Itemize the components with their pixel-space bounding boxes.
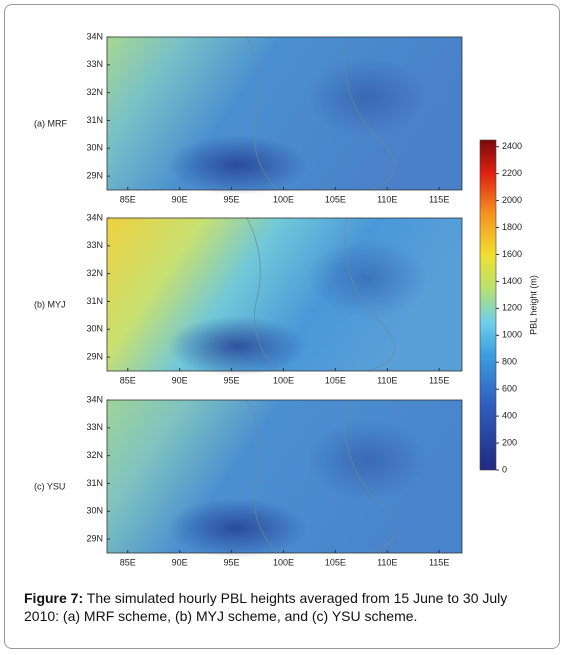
lon-tick-label: 100E bbox=[273, 194, 294, 204]
lat-tick-label: 31N bbox=[86, 296, 103, 306]
map-frame bbox=[106, 217, 463, 372]
lat-tick-label: 29N bbox=[86, 170, 103, 180]
panel-label: (b) MYJ bbox=[34, 299, 66, 309]
colorbar-tick-label: 1200 bbox=[502, 303, 522, 313]
lon-tick-label: 105E bbox=[325, 194, 346, 204]
panel-label: (c) YSU bbox=[34, 481, 65, 491]
colorbar-tick-label: 0 bbox=[502, 464, 507, 474]
colorbar-tick-label: 600 bbox=[502, 384, 517, 394]
lat-tick-label: 33N bbox=[86, 59, 103, 69]
colorbar-tick-label: 400 bbox=[502, 410, 517, 420]
map-shade bbox=[307, 57, 427, 137]
border-line bbox=[246, 36, 395, 191]
lon-tick-label: 85E bbox=[120, 557, 136, 567]
lat-tick-label: 33N bbox=[86, 422, 103, 432]
lon-tick-label: 115E bbox=[429, 194, 449, 204]
lon-tick-label: 115E bbox=[429, 375, 449, 385]
lat-tick-label: 34N bbox=[86, 31, 103, 41]
lat-tick-label: 34N bbox=[86, 212, 103, 222]
map-frame bbox=[106, 399, 463, 554]
colorbar-tick-label: 1400 bbox=[502, 276, 522, 286]
caption-label: Figure 7: bbox=[24, 590, 84, 606]
map-shade bbox=[307, 238, 427, 318]
colorbar-ramp bbox=[479, 139, 497, 471]
colorbar-tick-label: 200 bbox=[502, 437, 517, 447]
lon-tick-label: 110E bbox=[377, 375, 397, 385]
lat-tick-label: 29N bbox=[86, 351, 103, 361]
lat-tick-label: 31N bbox=[86, 115, 103, 125]
frame bbox=[4, 4, 560, 649]
map-shade bbox=[167, 498, 307, 558]
lon-tick-label: 95E bbox=[224, 375, 240, 385]
colorbar-tick-label: 800 bbox=[502, 357, 517, 367]
map-shade bbox=[167, 316, 307, 376]
colorbar-tick-label: 2400 bbox=[502, 141, 522, 151]
lon-tick-label: 110E bbox=[377, 194, 397, 204]
lon-tick-label: 85E bbox=[120, 194, 136, 204]
lon-tick-label: 90E bbox=[172, 194, 188, 204]
lon-tick-label: 85E bbox=[120, 375, 136, 385]
colorbar: PBL height (m) 0 200 400 600 800 1000 1200 1400… bbox=[479, 139, 538, 474]
map-frame bbox=[106, 36, 463, 191]
border-line bbox=[246, 217, 395, 372]
lat-tick-label: 30N bbox=[86, 143, 103, 153]
lon-tick-label: 90E bbox=[172, 557, 188, 567]
lat-tick-label: 30N bbox=[86, 506, 103, 516]
panel-label: (a) MRF bbox=[34, 118, 67, 128]
lat-tick-label: 31N bbox=[86, 478, 103, 488]
lat-tick-label: 30N bbox=[86, 324, 103, 334]
lat-tick-label: 33N bbox=[86, 240, 103, 250]
lon-tick-label: 90E bbox=[172, 375, 188, 385]
caption-text: The simulated hourly PBL heights average… bbox=[24, 590, 508, 624]
colorbar-tick-label: 1600 bbox=[502, 249, 522, 259]
lat-tick-label: 29N bbox=[86, 533, 103, 543]
lat-tick-label: 32N bbox=[86, 87, 103, 97]
border-line bbox=[246, 399, 395, 554]
lon-tick-label: 110E bbox=[377, 557, 397, 567]
map-shade bbox=[307, 420, 427, 500]
map-shade bbox=[167, 135, 307, 195]
lat-tick-label: 32N bbox=[86, 450, 103, 460]
colorbar-tick-label: 1800 bbox=[502, 222, 522, 232]
lon-tick-label: 100E bbox=[273, 375, 294, 385]
colorbar-tick-label: 1000 bbox=[502, 330, 522, 340]
lon-tick-label: 100E bbox=[273, 557, 294, 567]
colorbar-label: PBL height (m) bbox=[528, 275, 538, 335]
colorbar-tick-label: 2200 bbox=[502, 168, 522, 178]
caption: Figure 7: The simulated hourly PBL heigh… bbox=[24, 589, 534, 625]
lon-tick-label: 105E bbox=[325, 557, 346, 567]
lon-tick-label: 95E bbox=[224, 194, 240, 204]
lon-tick-label: 105E bbox=[325, 375, 346, 385]
colorbar-tick-label: 2000 bbox=[502, 195, 522, 205]
lon-tick-label: 115E bbox=[429, 557, 449, 567]
lon-tick-label: 95E bbox=[224, 557, 240, 567]
lat-tick-label: 34N bbox=[86, 394, 103, 404]
lat-tick-label: 32N bbox=[86, 268, 103, 278]
